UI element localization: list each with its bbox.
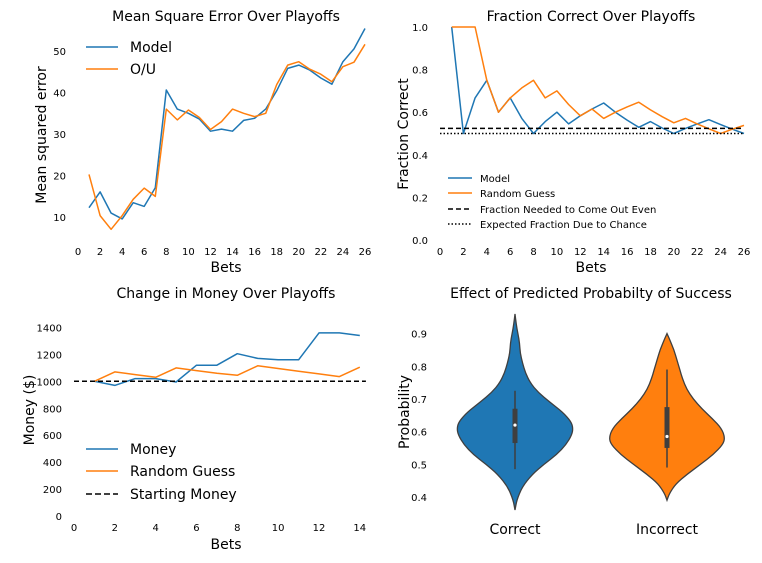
legend: Model O/U <box>86 40 172 78</box>
legend-label-random: Random Guess <box>480 189 555 200</box>
x-tick-label: 6 <box>193 523 199 534</box>
legend-label-model: Model <box>480 174 510 185</box>
y-tick-label: 1200 <box>37 350 62 361</box>
x-tick-label: 20 <box>292 247 305 258</box>
legend-label-ou: O/U <box>130 62 156 78</box>
y-tick-label: 20 <box>53 172 66 183</box>
y-tick-label: 800 <box>43 404 62 415</box>
series-line-money <box>94 333 359 386</box>
legend-label-chance: Expected Fraction Due to Chance <box>480 220 647 231</box>
y-tick-label: 0.0 <box>412 236 428 247</box>
x-tick-label: 2 <box>97 247 103 258</box>
x-tick-label: 22 <box>314 247 327 258</box>
y-tick-label: 0.7 <box>411 395 427 406</box>
legend-label-even: Fraction Needed to Come Out Even <box>480 205 656 216</box>
violin-iqr-box-incorrect <box>665 407 670 448</box>
x-tick-label: 16 <box>248 247 261 258</box>
x-tick-label: 4 <box>152 523 158 534</box>
y-tick-label: 600 <box>43 431 62 442</box>
series-line-model <box>452 27 744 134</box>
x-tick-label: 12 <box>313 523 326 534</box>
y-tick-label: 1400 <box>37 323 62 334</box>
x-tick-label: 18 <box>270 247 283 258</box>
chart-title: Fraction Correct Over Playoffs <box>487 9 696 25</box>
series-line-random-guess <box>452 27 744 134</box>
legend: Model Random Guess Fraction Needed to Co… <box>448 174 656 231</box>
legend-label-model: Model <box>130 40 172 56</box>
chart-change-in-money: Change in Money Over Playoffs Bets Money… <box>22 286 366 553</box>
x-tick-label: 0 <box>71 523 77 534</box>
y-tick-label: 50 <box>53 47 66 58</box>
y-tick-label: 0.2 <box>412 193 428 204</box>
x-tick-label: 6 <box>507 247 513 258</box>
series-line-model <box>89 29 365 219</box>
y-axis-label: Mean squared error <box>34 66 50 204</box>
x-tick-label: 10 <box>182 247 195 258</box>
y-tick-label: 40 <box>53 89 66 100</box>
chart-predicted-probability: Effect of Predicted Probabilty of Succes… <box>397 286 732 538</box>
x-tick-label: 26 <box>738 247 751 258</box>
category-label-incorrect: Incorrect <box>636 522 699 538</box>
y-tick-label: 0.6 <box>412 108 428 119</box>
x-axis-label: Bets <box>575 260 606 276</box>
x-tick-label: 8 <box>163 247 169 258</box>
x-tick-label: 16 <box>621 247 634 258</box>
chart-title: Change in Money Over Playoffs <box>117 286 336 302</box>
x-tick-label: 4 <box>119 247 125 258</box>
x-tick-label: 12 <box>204 247 217 258</box>
chart-fraction-correct: Fraction Correct Over Playoffs Bets Frac… <box>396 9 750 276</box>
y-tick-label: 0.9 <box>411 330 427 341</box>
x-axis-label: Bets <box>210 537 241 553</box>
x-tick-label: 10 <box>272 523 285 534</box>
violin-median-correct <box>513 423 516 426</box>
x-tick-label: 26 <box>359 247 372 258</box>
y-tick-label: 0.4 <box>411 493 427 504</box>
legend-label-money: Money <box>130 442 176 458</box>
y-tick-label: 1000 <box>37 377 62 388</box>
y-tick-label: 400 <box>43 458 62 469</box>
x-axis-label: Bets <box>210 260 241 276</box>
y-tick-label: 0.6 <box>411 428 427 439</box>
x-tick-label: 14 <box>353 523 366 534</box>
x-tick-label: 6 <box>141 247 147 258</box>
x-tick-label: 0 <box>75 247 81 258</box>
x-tick-label: 10 <box>551 247 564 258</box>
x-tick-label: 8 <box>530 247 536 258</box>
x-tick-label: 2 <box>112 523 118 534</box>
violin-median-incorrect <box>665 435 668 438</box>
x-tick-label: 14 <box>597 247 610 258</box>
x-tick-label: 18 <box>644 247 657 258</box>
x-tick-label: 20 <box>667 247 680 258</box>
y-tick-label: 0.8 <box>412 66 428 77</box>
x-tick-label: 0 <box>437 247 443 258</box>
x-tick-label: 12 <box>574 247 587 258</box>
legend: Money Random Guess Starting Money <box>86 442 237 503</box>
y-tick-label: 0.8 <box>411 362 427 373</box>
category-label-correct: Correct <box>489 522 541 538</box>
legend-label-random: Random Guess <box>130 464 235 480</box>
x-tick-label: 2 <box>460 247 466 258</box>
y-axis-label: Fraction Correct <box>396 78 412 190</box>
y-tick-label: 10 <box>53 213 66 224</box>
x-tick-label: 24 <box>337 247 350 258</box>
x-tick-label: 22 <box>691 247 704 258</box>
chart-title: Effect of Predicted Probabilty of Succes… <box>450 286 732 302</box>
x-tick-label: 14 <box>226 247 239 258</box>
y-tick-label: 0.4 <box>412 151 428 162</box>
y-tick-label: 200 <box>43 485 62 496</box>
x-tick-label: 24 <box>714 247 727 258</box>
y-tick-label: 0.5 <box>411 460 427 471</box>
legend-label-starting: Starting Money <box>130 487 237 503</box>
y-tick-label: 30 <box>53 130 66 141</box>
y-tick-label: 0 <box>56 512 62 523</box>
chart-title: Mean Square Error Over Playoffs <box>112 9 340 25</box>
x-tick-label: 8 <box>234 523 240 534</box>
y-tick-label: 1.0 <box>412 23 428 34</box>
chart-mean-square-error: Mean Square Error Over Playoffs Bets Mea… <box>34 9 371 276</box>
x-tick-label: 4 <box>484 247 490 258</box>
